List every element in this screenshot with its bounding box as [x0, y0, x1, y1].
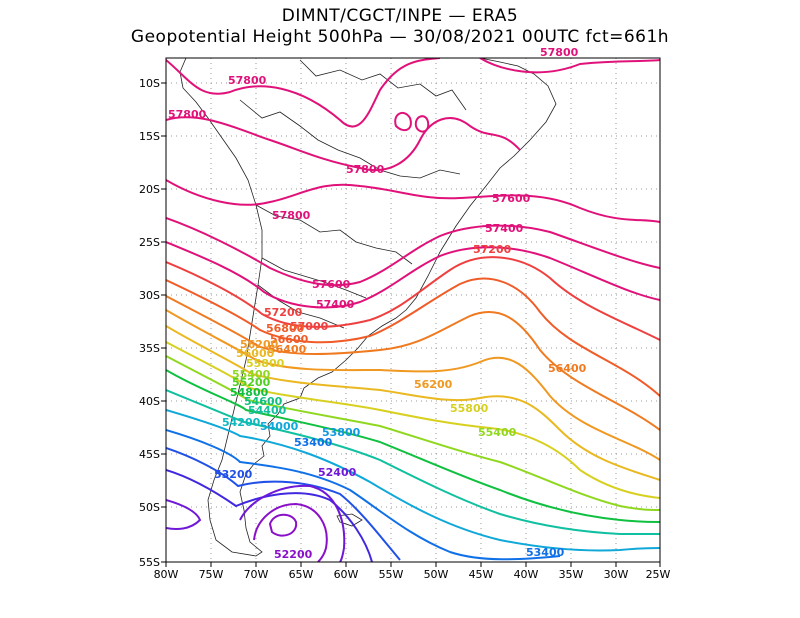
contour-label: 53400 — [526, 546, 565, 559]
contour-label: 56400 — [548, 362, 587, 375]
x-tick-label: 45W — [469, 568, 494, 581]
contour-label: 57400 — [316, 298, 355, 311]
contour-label: 55200 — [232, 376, 271, 389]
contour-label: 54800 — [230, 386, 269, 399]
contour-label: 57400 — [485, 222, 524, 235]
map-frame — [165, 57, 661, 563]
contour-label: 56800 — [266, 322, 305, 335]
x-tick-label: 65W — [289, 568, 314, 581]
x-tick-label: 30W — [604, 568, 629, 581]
contour-label: 52200 — [274, 548, 313, 561]
y-tick-labels: 10S 15S 20S 25S 30S 35S 40S 45S 50S 55S — [139, 77, 160, 569]
x-tick-label: 55W — [379, 568, 404, 581]
contour-label: 52400 — [318, 466, 357, 479]
contour-label: 57800 — [168, 108, 207, 121]
contour-label: 57800 — [540, 46, 579, 59]
contour-lines — [166, 58, 660, 562]
contour-label: 57800 — [272, 209, 311, 222]
x-tick-label: 25W — [646, 568, 671, 581]
map-grid — [166, 58, 660, 562]
contour-label: 55800 — [450, 402, 489, 415]
contour-label: 54600 — [244, 395, 283, 408]
contour-label: 53400 — [294, 436, 333, 449]
y-tick-label: 10S — [139, 77, 160, 90]
y-tick-label: 55S — [139, 556, 160, 569]
contour-label: 56200 — [414, 378, 453, 391]
contour-label: 54400 — [248, 404, 287, 417]
x-tick-label: 50W — [424, 568, 449, 581]
coastline — [179, 58, 557, 557]
x-tick-label: 60W — [334, 568, 359, 581]
contour-label: 55400 — [478, 426, 517, 439]
y-tick-label: 50S — [139, 501, 160, 514]
y-tick-label: 30S — [139, 289, 160, 302]
contour-label: 57200 — [473, 243, 512, 256]
chart-title-line1: DIMNT/CGCT/INPE — ERA5 — [281, 6, 519, 26]
contour-label: 56600 — [270, 333, 309, 346]
x-tick-label: 80W — [154, 568, 179, 581]
contour-labels: 57800 57800 57800 57800 57800 57600 5760… — [168, 46, 587, 561]
y-tick-label: 45S — [139, 448, 160, 461]
contour-label: 55800 — [246, 357, 285, 370]
y-tick-label: 25S — [139, 236, 160, 249]
x-tick-label: 70W — [244, 568, 269, 581]
contour-label: 54200 — [222, 416, 261, 429]
contour-label: 57800 — [346, 163, 385, 176]
y-tick-label: 15S — [139, 130, 160, 143]
x-tick-label: 35W — [559, 568, 584, 581]
x-tick-label: 75W — [199, 568, 224, 581]
y-tick-label: 20S — [139, 183, 160, 196]
contour-label: 56000 — [236, 347, 275, 360]
contour-label: 57200 — [264, 306, 303, 319]
contour-label: 53200 — [214, 468, 253, 481]
contour-label: 57000 — [290, 320, 329, 333]
contour-label: 55400 — [232, 368, 271, 381]
x-tick-label: 40W — [514, 568, 539, 581]
y-tick-label: 35S — [139, 342, 160, 355]
contour-label: 54000 — [260, 420, 299, 433]
y-tick-label: 40S — [139, 395, 160, 408]
contour-label: 53800 — [322, 426, 361, 439]
contour-label: 57600 — [312, 278, 351, 291]
tick-marks — [161, 82, 661, 567]
contour-label: 56400 — [268, 343, 307, 356]
contour-label: 57600 — [492, 192, 531, 205]
contour-label: 56200 — [240, 338, 279, 351]
contour-label: 57800 — [228, 74, 267, 87]
x-tick-labels: 80W 75W 70W 65W 60W 55W 50W 45W 40W 35W … — [154, 568, 671, 581]
chart-title-line2: Geopotential Height 500hPa — 30/08/2021 … — [130, 27, 670, 47]
